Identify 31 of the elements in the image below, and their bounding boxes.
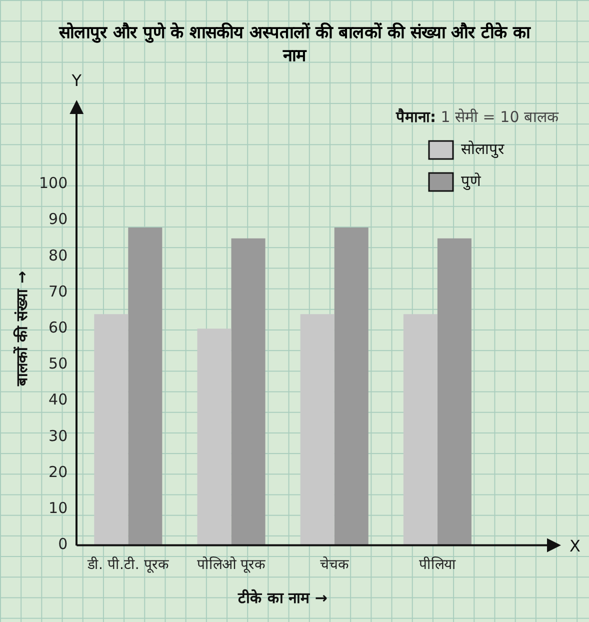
x-tick-label: पोलिओ पूरक — [197, 556, 266, 574]
bar — [300, 314, 334, 546]
bar — [437, 238, 472, 546]
text: Y — [70, 71, 82, 90]
bar — [403, 314, 438, 546]
y-tick-label: 20 — [48, 462, 68, 481]
bar — [197, 328, 232, 546]
y-tick-label: 10 — [48, 498, 68, 517]
y-tick-label: 40 — [48, 390, 68, 409]
y-tick-label: 50 — [48, 354, 68, 373]
x-axis-title: टीके का नाम → — [237, 588, 328, 607]
legend-label: पुणे — [461, 172, 482, 191]
y-tick-label: 70 — [48, 282, 68, 300]
text: X — [570, 536, 581, 556]
y-tick-label: 0 — [58, 535, 68, 554]
legend-label: सोलापुर — [461, 140, 505, 159]
x-tick-label: चेचक — [320, 556, 349, 574]
y-tick-label: 30 — [48, 426, 68, 445]
y-tick-label: 90 — [48, 210, 68, 228]
y-axis-title: बालकों की संख्या → — [12, 270, 31, 388]
bar — [94, 314, 128, 546]
bar — [231, 238, 266, 546]
y-tick-label: 60 — [48, 318, 68, 336]
y-tick-label: 100 — [38, 174, 68, 192]
x-tick-label: डी. पी.टी. पूरक — [86, 556, 169, 574]
bar — [128, 228, 162, 546]
y-tick-label: 80 — [48, 246, 68, 264]
bar — [334, 228, 368, 546]
x-tick-label: पीलिया — [418, 556, 456, 574]
chart-title: सोलापुर और पुणे के शासकीय अस्पतालों की बालकों की संख्या और टीके का नाम — [58, 22, 532, 68]
annotation: पैमाना: 1 सेमी = 10 बालक — [394, 108, 560, 126]
